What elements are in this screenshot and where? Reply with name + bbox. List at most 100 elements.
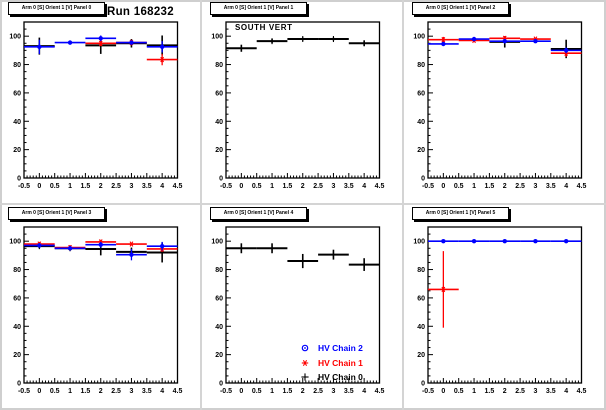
x-tick-label: -0.5 xyxy=(422,388,434,395)
y-tick-label: 20 xyxy=(13,352,21,359)
y-tick-label: 0 xyxy=(219,176,223,183)
x-tick-label: 4 xyxy=(564,183,568,190)
x-tick-label: 1 xyxy=(68,388,72,395)
pad-separator-vertical xyxy=(200,0,202,410)
x-tick-label: 4.5 xyxy=(375,388,385,395)
x-tick-label: 2.5 xyxy=(515,388,525,395)
x-tick-label: 2 xyxy=(301,183,305,190)
y-tick-label: 20 xyxy=(215,352,223,359)
y-tick-label: 60 xyxy=(13,90,21,97)
y-tick-label: 100 xyxy=(413,239,425,246)
y-tick-label: 0 xyxy=(421,176,425,183)
x-tick-label: 3 xyxy=(533,183,537,190)
y-tick-label: 0 xyxy=(17,176,21,183)
x-tick-label: 2.5 xyxy=(515,183,525,190)
pad-0-title-bar: Arm 0 [S] Orient 1 [V] Panel 0 xyxy=(8,2,105,15)
series-hv-chain-2 xyxy=(24,241,178,261)
hv-chain-0-marker-icon xyxy=(301,373,309,381)
y-tick-label: 40 xyxy=(215,119,223,126)
pad-2-title-bar: Arm 0 [S] Orient 1 [V] Panel 2 xyxy=(412,2,509,15)
x-tick-label: 2 xyxy=(503,388,507,395)
x-tick-label: 4 xyxy=(362,388,366,395)
y-tick-label: 100 xyxy=(9,239,21,246)
x-tick-label: 4.5 xyxy=(173,183,183,190)
y-tick-label: 20 xyxy=(417,352,425,359)
pad-separator-horizontal xyxy=(0,203,606,205)
x-tick-label: 0 xyxy=(239,183,243,190)
y-tick-label: 100 xyxy=(211,34,223,41)
y-tick-label: 80 xyxy=(417,62,425,69)
x-tick-label: 0 xyxy=(37,388,41,395)
x-tick-label: 0 xyxy=(37,183,41,190)
x-tick-label: 1 xyxy=(270,388,274,395)
x-tick-label: 2.5 xyxy=(111,183,121,190)
x-tick-label: 1.5 xyxy=(485,183,495,190)
x-tick-label: 3.5 xyxy=(344,183,354,190)
pad-4: -0.5 0 0.5 1 1.5 2 2.5 3 3.5 4 4.5 0 20 40 60 80 100 Arm… xyxy=(202,205,404,410)
pad-0: -0.5 0 0.5 1 1.5 2 2.5 3 3.5 4 4.5 0 20 40 60 80 100 Arm… xyxy=(0,0,202,205)
y-tick-label: 80 xyxy=(13,267,21,274)
pad-3-title-bar: Arm 0 [S] Orient 1 [V] Panel 3 xyxy=(8,207,105,220)
x-tick-label: 4 xyxy=(160,183,164,190)
y-tick-label: 60 xyxy=(417,295,425,302)
x-tick-label: 4 xyxy=(160,388,164,395)
y-tick-label: 100 xyxy=(9,34,21,41)
y-tick-label: 40 xyxy=(417,119,425,126)
x-tick-label: -0.5 xyxy=(422,183,434,190)
x-tick-label: 0 xyxy=(441,183,445,190)
series-hv-chain-2 xyxy=(428,36,582,54)
x-tick-label: 4 xyxy=(362,183,366,190)
x-tick-label: 3 xyxy=(331,183,335,190)
x-tick-label: 1.5 xyxy=(283,183,293,190)
run-title: Run 168232 xyxy=(107,6,174,18)
x-tick-label: -0.5 xyxy=(220,388,232,395)
y-tick-label: 80 xyxy=(13,62,21,69)
x-tick-label: 4.5 xyxy=(577,183,587,190)
y-tick-label: 60 xyxy=(215,295,223,302)
legend-label: HV Chain 2 xyxy=(318,343,363,354)
y-tick-label: 0 xyxy=(17,381,21,388)
legend-entry-hv-chain-2: HV Chain 2 xyxy=(298,341,363,356)
y-tick-label: 60 xyxy=(215,90,223,97)
south-vert-label: SOUTH VERT xyxy=(235,23,293,32)
x-tick-label: 0.5 xyxy=(454,183,464,190)
series-hv-chain-2 xyxy=(24,35,178,54)
hv-chain-1-marker-icon xyxy=(301,359,309,366)
x-tick-label: 1 xyxy=(472,388,476,395)
x-tick-label: 3 xyxy=(129,183,133,190)
x-tick-label: 3.5 xyxy=(344,388,354,395)
y-tick-label: 20 xyxy=(13,147,21,154)
x-tick-label: 0.5 xyxy=(252,388,262,395)
x-tick-label: 4.5 xyxy=(173,388,183,395)
x-tick-label: 0.5 xyxy=(50,183,60,190)
series-hv-chain-2 xyxy=(428,238,582,244)
legend-entry-hv-chain-0: HV Chain 0 xyxy=(298,370,363,385)
y-tick-label: 80 xyxy=(417,267,425,274)
x-tick-label: -0.5 xyxy=(18,183,30,190)
legend-label: HV Chain 1 xyxy=(318,357,363,368)
x-tick-label: 4 xyxy=(564,388,568,395)
y-tick-label: 40 xyxy=(417,324,425,331)
y-tick-label: 0 xyxy=(421,381,425,388)
x-tick-label: 2.5 xyxy=(313,388,323,395)
x-tick-label: 3.5 xyxy=(142,183,152,190)
legend: HV Chain 2 HV Chain 1 HV Chain 0 xyxy=(298,341,363,385)
series-hv-chain-1 xyxy=(428,251,459,328)
y-tick-label: 100 xyxy=(413,34,425,41)
x-tick-label: 3.5 xyxy=(546,388,556,395)
pad-separator-vertical xyxy=(402,0,404,410)
y-tick-label: 60 xyxy=(417,90,425,97)
y-tick-label: 60 xyxy=(13,295,21,302)
pad-1-title-bar: Arm 0 [S] Orient 1 [V] Panel 1 xyxy=(210,2,307,15)
x-tick-label: 2.5 xyxy=(313,183,323,190)
y-tick-label: 20 xyxy=(215,147,223,154)
x-tick-label: -0.5 xyxy=(18,388,30,395)
